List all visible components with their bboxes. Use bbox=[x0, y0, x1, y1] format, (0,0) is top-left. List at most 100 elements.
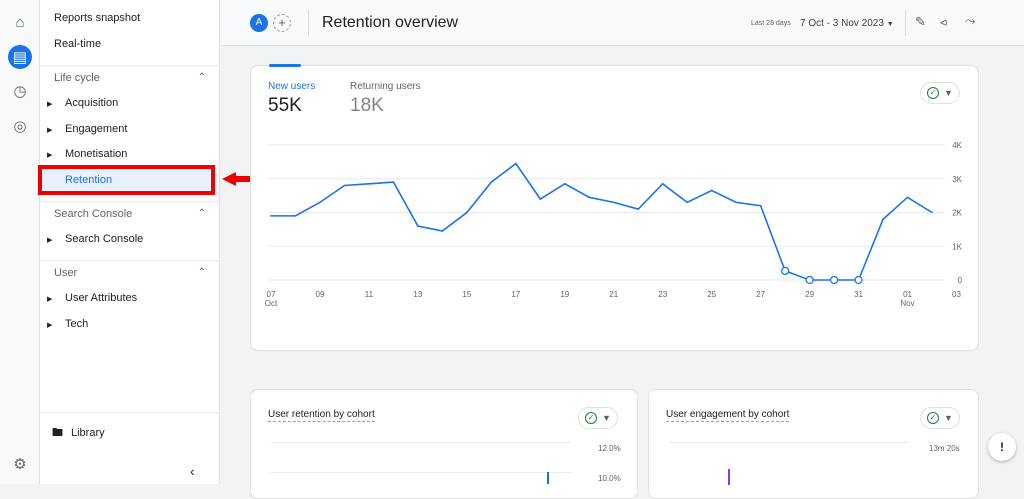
x-tick-label: 01 bbox=[903, 290, 912, 299]
red-arrow-annotation bbox=[222, 172, 272, 186]
data-point bbox=[931, 211, 933, 214]
nav-retention[interactable]: Retention bbox=[40, 167, 212, 193]
insights-icon[interactable]: ⤳ bbox=[965, 13, 976, 28]
data-point bbox=[805, 275, 814, 285]
advertising-icon[interactable]: ◎ bbox=[13, 118, 27, 135]
y-tick-label: 3K bbox=[952, 175, 962, 184]
x-tick-label: 27 bbox=[756, 290, 765, 299]
expand-icon: ▶ bbox=[47, 296, 53, 303]
nav-library[interactable]: 🖿 Library bbox=[52, 424, 105, 443]
y-tick-label: 2K bbox=[952, 209, 962, 218]
explore-icon[interactable]: ◷ bbox=[13, 83, 27, 100]
share-icon[interactable]: ⪦ bbox=[940, 14, 948, 29]
add-comparison-button[interactable]: + bbox=[273, 14, 291, 32]
tab-new-users[interactable]: New users 55K bbox=[268, 81, 315, 117]
retention-cohort-card: User retention by cohort ✓ ▼ 12.0% 10.0% bbox=[250, 389, 638, 499]
x-tick-label: 31 bbox=[854, 290, 863, 299]
check-circle-icon: ✓ bbox=[927, 412, 940, 424]
chevron-up-icon: ⌃ bbox=[197, 267, 206, 278]
card-title[interactable]: User retention by cohort bbox=[268, 409, 375, 422]
data-point bbox=[661, 183, 664, 185]
item-label: Acquisition bbox=[65, 97, 119, 109]
data-point bbox=[854, 275, 863, 285]
section-search-console[interactable]: Search Console ⌃ bbox=[40, 201, 220, 225]
dropdown-icon: ▼ bbox=[886, 21, 894, 28]
settings-gear-icon[interactable]: ⚙ bbox=[13, 456, 27, 473]
data-point bbox=[490, 181, 493, 183]
data-point bbox=[780, 266, 790, 276]
nav-realtime[interactable]: Real-time bbox=[54, 38, 102, 50]
tab-value: 55K bbox=[268, 95, 302, 116]
date-range-picker[interactable]: 7 Oct - 3 Nov 2023 ▼ bbox=[800, 18, 894, 29]
tab-returning-users[interactable]: Returning users 18K bbox=[350, 81, 421, 117]
item-label: Monetisation bbox=[65, 148, 128, 160]
data-point bbox=[759, 204, 762, 207]
section-user[interactable]: User ⌃ bbox=[40, 260, 220, 284]
data-point bbox=[319, 201, 321, 204]
series-line bbox=[271, 162, 933, 281]
item-label: Search Console bbox=[65, 233, 144, 245]
x-tick-label: 13 bbox=[413, 290, 422, 299]
section-title: User bbox=[54, 267, 78, 279]
collapse-chevron-icon[interactable]: ‹ bbox=[190, 463, 195, 479]
data-point bbox=[612, 201, 615, 204]
dropdown-icon: ▼ bbox=[944, 88, 953, 98]
item-label: Library bbox=[71, 427, 105, 439]
data-point bbox=[270, 215, 272, 217]
data-point bbox=[637, 208, 640, 210]
customize-report-icon[interactable]: ✎ bbox=[915, 14, 926, 29]
data-point bbox=[588, 196, 591, 199]
data-point bbox=[906, 196, 909, 199]
section-title: Life cycle bbox=[54, 72, 100, 84]
data-point bbox=[686, 201, 688, 204]
y-tick-label: 0 bbox=[958, 276, 963, 285]
status-check-dropdown[interactable]: ✓ ▼ bbox=[920, 407, 960, 429]
chevron-up-icon: ⌃ bbox=[197, 72, 206, 83]
status-check-dropdown[interactable]: ✓ ▼ bbox=[578, 407, 618, 429]
data-point bbox=[343, 184, 346, 187]
data-point bbox=[539, 198, 542, 200]
y-tick-label: 1K bbox=[952, 242, 962, 251]
section-life-cycle[interactable]: Life cycle ⌃ bbox=[40, 65, 220, 89]
x-tick-label: 21 bbox=[609, 290, 618, 299]
item-label: User Attributes bbox=[65, 292, 138, 304]
dropdown-icon: ▼ bbox=[944, 413, 953, 423]
x-tick-label: 15 bbox=[462, 290, 471, 299]
x-tick-label: 23 bbox=[658, 290, 667, 299]
feedback-icon[interactable]: ! bbox=[988, 433, 1016, 461]
chevron-up-icon: ⌃ bbox=[197, 208, 206, 219]
status-check-dropdown[interactable]: ✓ ▼ bbox=[920, 82, 960, 104]
data-point bbox=[710, 189, 713, 192]
cohort-spike bbox=[547, 472, 549, 484]
date-range: 7 Oct - 3 Nov 2023 bbox=[800, 18, 884, 29]
folder-icon: 🖿 bbox=[52, 427, 63, 439]
expand-icon: ▶ bbox=[47, 101, 53, 108]
home-icon[interactable]: ⌂ bbox=[15, 13, 25, 31]
expand-icon: ▶ bbox=[47, 237, 53, 244]
reports-icon[interactable]: ▤ bbox=[8, 45, 32, 69]
nav-user-attributes[interactable]: ▶ User Attributes bbox=[47, 292, 137, 304]
nav-search-console[interactable]: ▶ Search Console bbox=[47, 233, 143, 245]
expand-icon: ▶ bbox=[47, 127, 53, 134]
card-title[interactable]: User engagement by cohort bbox=[666, 409, 790, 422]
comparison-avatar[interactable]: A bbox=[250, 14, 268, 32]
tab-value: 18K bbox=[350, 95, 384, 116]
nav-tech[interactable]: ▶ Tech bbox=[47, 318, 88, 330]
nav-monetisation[interactable]: ▶ Monetisation bbox=[47, 148, 127, 160]
x-tick-label: 17 bbox=[511, 290, 520, 299]
y-tick: 13m 20s bbox=[929, 444, 960, 453]
check-circle-icon: ✓ bbox=[585, 412, 598, 424]
data-point bbox=[368, 183, 370, 185]
new-users-card: New users 55K Returning users 18K ✓ ▼ bbox=[250, 64, 979, 351]
tab-label: Returning users bbox=[350, 81, 421, 92]
left-rail: ⌂ ▤ ◷ ◎ ⚙ bbox=[0, 0, 40, 484]
nav-reports-snapshot[interactable]: Reports snapshot bbox=[54, 12, 141, 24]
data-point bbox=[735, 201, 737, 204]
data-point bbox=[563, 183, 566, 185]
date-prefix: Last 28 days bbox=[751, 20, 791, 27]
y-tick-label: 4K bbox=[952, 141, 962, 150]
nav-engagement[interactable]: ▶ Engagement bbox=[47, 123, 127, 135]
nav-acquisition[interactable]: ▶ Acquisition bbox=[47, 97, 118, 109]
expand-icon: ▶ bbox=[47, 152, 53, 159]
reports-nav: Reports snapshot Real-time Life cycle ⌃ ▶… bbox=[40, 0, 220, 484]
